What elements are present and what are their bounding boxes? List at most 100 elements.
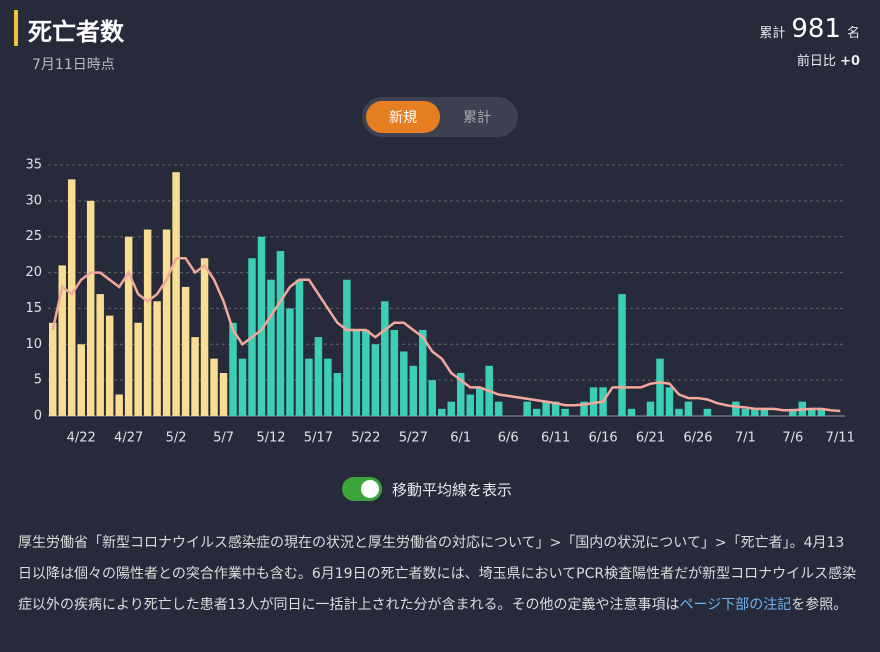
bar — [817, 408, 826, 416]
x-tick-label: 6/1 — [450, 431, 471, 446]
bar — [751, 408, 759, 416]
diff: 前日比 +0 — [797, 50, 860, 69]
bar — [295, 279, 304, 416]
bar — [124, 236, 133, 416]
bar — [324, 358, 332, 416]
y-tick-label: 10 — [25, 337, 42, 352]
bar — [646, 401, 655, 416]
bar — [390, 329, 399, 416]
bar — [286, 308, 294, 416]
x-tick-label: 5/22 — [351, 431, 380, 446]
diff-label: 前日比 — [796, 54, 836, 69]
ma-toggle[interactable]: 移動平均線を表示 — [342, 477, 512, 501]
bar — [305, 358, 313, 416]
bar — [105, 315, 114, 416]
title: 死亡者数 — [28, 18, 124, 46]
bar — [257, 236, 266, 416]
bar — [134, 322, 142, 416]
y-tick-label: 20 — [25, 265, 42, 280]
bar — [419, 329, 427, 416]
bar — [267, 279, 275, 416]
bar — [789, 408, 797, 416]
bar — [684, 401, 693, 416]
bar — [428, 380, 437, 416]
x-tick-label: 7/11 — [826, 431, 855, 446]
bar — [67, 179, 76, 416]
bar — [181, 286, 190, 416]
switch[interactable] — [342, 477, 382, 501]
bar — [656, 358, 664, 416]
total: 累計 981 名 — [759, 14, 860, 44]
x-tick-label: 4/22 — [67, 431, 96, 446]
bar — [741, 408, 750, 416]
bar — [523, 401, 531, 416]
bar — [276, 251, 285, 416]
bar — [665, 387, 674, 416]
x-tick-label: 6/21 — [636, 431, 665, 446]
note-text: 厚生労働省「新型コロナウイルス感染症の現在の状況と厚生労働省の対応について」>「… — [18, 535, 857, 613]
bar — [561, 408, 569, 416]
bar — [86, 200, 95, 416]
y-tick-label: 25 — [25, 229, 42, 244]
x-tick-label: 5/12 — [256, 431, 285, 446]
x-tick-label: 7/1 — [735, 431, 756, 446]
total-value: 981 — [791, 14, 841, 44]
diff-value: +0 — [840, 54, 860, 69]
bar — [229, 322, 237, 416]
x-tick-label: 6/11 — [541, 431, 570, 446]
note: 厚生労働省「新型コロナウイルス感染症の現在の状況と厚生労働省の対応について」>「… — [18, 528, 858, 621]
bar — [580, 401, 588, 416]
note-link[interactable]: ページ下部の注記 — [679, 597, 792, 613]
bar — [494, 401, 503, 416]
bar — [143, 229, 152, 416]
bar — [381, 301, 389, 416]
bar — [343, 279, 351, 416]
toggle-label: 移動平均線を表示 — [392, 480, 513, 499]
total-label: 累計 — [759, 26, 786, 41]
bar — [210, 358, 218, 416]
x-tick-label: 6/16 — [588, 431, 617, 446]
y-tick-label: 35 — [25, 158, 42, 173]
bar — [456, 372, 465, 416]
x-tick-label: 6/26 — [683, 431, 712, 446]
x-tick-label: 5/17 — [304, 431, 333, 446]
bar — [532, 408, 541, 416]
x-tick-label: 5/27 — [399, 431, 428, 446]
tab[interactable]: 累計 — [463, 110, 491, 126]
bar — [153, 301, 161, 416]
x-tick-label: 6/6 — [498, 431, 519, 446]
bar — [333, 372, 342, 416]
bar — [238, 358, 247, 416]
bar — [438, 408, 446, 416]
bar — [400, 351, 408, 416]
bar — [589, 387, 598, 416]
bar — [627, 408, 636, 416]
bar — [409, 365, 418, 416]
x-tick-label: 7/6 — [782, 431, 803, 446]
tab[interactable]: 新規 — [366, 101, 440, 133]
bar — [371, 344, 380, 416]
bar — [703, 408, 712, 416]
bar — [191, 337, 199, 416]
title-accent — [14, 10, 18, 46]
bar — [542, 401, 550, 416]
bar — [732, 401, 740, 416]
x-tick-label: 5/2 — [166, 431, 187, 446]
bar — [49, 322, 57, 416]
bar — [447, 401, 455, 416]
y-tick-label: 5 — [34, 373, 42, 388]
note-text: を参照。 — [791, 597, 848, 613]
moving-average-line — [51, 256, 841, 413]
bar — [466, 394, 474, 416]
bar — [475, 387, 484, 416]
as-of: 7月11日時点 — [32, 57, 115, 73]
y-tick-label: 0 — [34, 409, 42, 424]
y-tick-label: 15 — [25, 301, 42, 316]
bar — [352, 329, 361, 416]
bar — [162, 229, 171, 416]
bar — [675, 408, 683, 416]
x-tick-label: 4/27 — [114, 431, 143, 446]
x-tick-label: 5/7 — [213, 431, 234, 446]
bar — [77, 344, 85, 416]
